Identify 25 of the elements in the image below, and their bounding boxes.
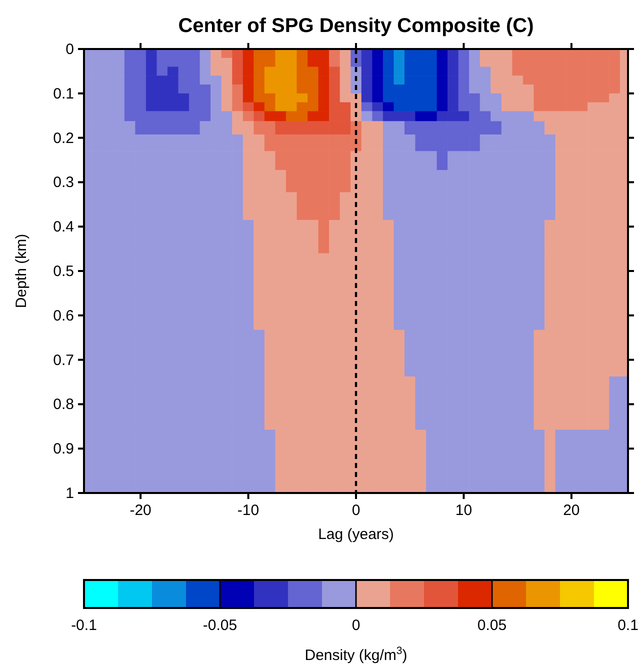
y-tick-label: 0.7 — [53, 352, 74, 369]
y-tick-label: 0.1 — [53, 85, 74, 102]
color-bar-label: 0.1 — [618, 617, 638, 634]
x-tick-label: 10 — [455, 502, 472, 519]
y-tick-label: 0.8 — [53, 396, 74, 414]
y-tick-label: 1 — [66, 485, 74, 502]
x-tick-label: 0 — [352, 502, 360, 519]
y-axis-title: Depth (km) — [13, 234, 30, 308]
y-tick-label: 0.9 — [53, 440, 74, 458]
chart-title: Center of SPG Density Composite (C) — [178, 15, 534, 37]
y-tick-label: 0.4 — [53, 218, 74, 236]
x-tick-label: -20 — [130, 502, 152, 519]
color-bar-label: 0 — [352, 617, 360, 634]
x-tick-label: 20 — [563, 502, 580, 519]
y-tick-label: 0.5 — [53, 263, 74, 280]
x-tick-label: -10 — [237, 502, 260, 519]
y-tick-label: 0.6 — [53, 307, 74, 324]
x-axis-title: Lag (years) — [318, 526, 394, 543]
y-tick-label: 0.2 — [53, 130, 74, 147]
color-bar-label: -0.05 — [202, 617, 238, 634]
color-bar-label: 0.05 — [477, 617, 507, 634]
color-bar-label: -0.1 — [71, 617, 97, 634]
y-tick-label: 0 — [66, 41, 74, 58]
color-bar-title: Density (kg/m$^{3}$) — [304, 645, 408, 664]
y-tick-label: 0.3 — [53, 174, 74, 192]
